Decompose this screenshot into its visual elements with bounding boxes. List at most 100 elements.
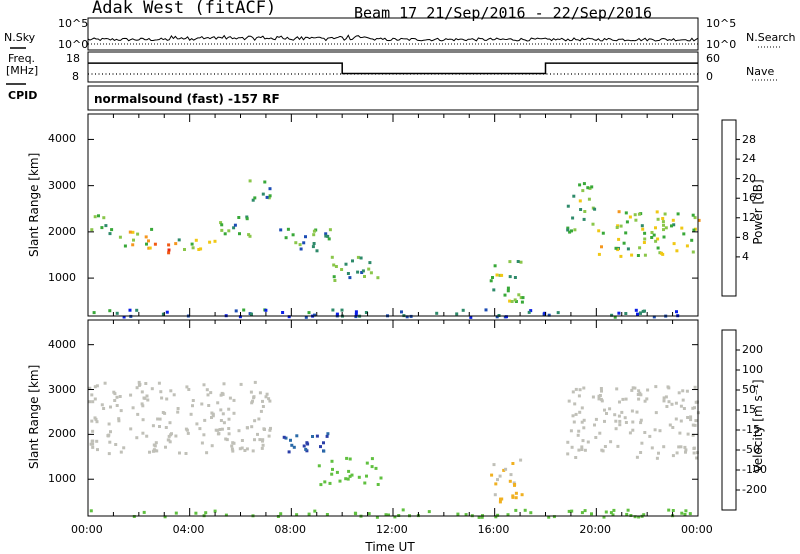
power-cell: [227, 229, 231, 233]
velocity-cell: [176, 407, 180, 410]
velocity-cell: [348, 457, 352, 461]
velocity-colorbar-label: 50: [742, 383, 756, 396]
velocity-cell: [168, 440, 172, 444]
power-cell: [573, 228, 577, 232]
velocity-cell: [580, 511, 584, 515]
power-cell: [516, 260, 520, 263]
velocity-cell: [174, 511, 178, 515]
velocity-cell: [302, 444, 306, 448]
velocity-cell: [630, 388, 634, 392]
velocity-cell: [250, 425, 254, 429]
velocity-cell: [670, 402, 674, 406]
power-cell: [284, 236, 288, 240]
velocity-cell: [141, 431, 145, 435]
power-cell: [590, 185, 594, 189]
power-cell: [633, 213, 637, 217]
velocity-cell: [219, 393, 223, 397]
velocity-cell: [325, 513, 329, 516]
velocity-cell: [243, 449, 247, 452]
velocity-cell: [328, 481, 332, 485]
velocity-cell: [224, 437, 228, 441]
velocity-cell: [614, 419, 618, 423]
velocity-cell: [222, 421, 226, 425]
power-cell: [294, 241, 298, 245]
power-cell: [131, 243, 135, 247]
power-cell: [131, 230, 135, 234]
velocity-cell: [689, 415, 693, 419]
velocity-cell: [262, 427, 266, 431]
velocity-cell: [210, 416, 213, 419]
velocity-cell: [681, 398, 685, 402]
power-cell: [690, 238, 694, 242]
nsky-trace: [87, 34, 699, 43]
velocity-cell: [624, 397, 628, 401]
power-cell: [566, 228, 570, 232]
velocity-cell: [671, 509, 675, 512]
power-cell: [312, 242, 316, 245]
velocity-cell: [112, 390, 116, 394]
velocity-cell: [642, 513, 646, 517]
velocity-cell: [640, 441, 644, 445]
power-cell: [613, 315, 617, 319]
power-ytick-label: 2000: [48, 224, 76, 238]
velocity-cell: [498, 474, 502, 478]
velocity-cell: [692, 451, 696, 455]
velocity-colorbar-label: -100: [742, 463, 767, 476]
velocity-cell: [509, 473, 513, 477]
power-cell: [650, 236, 654, 239]
velocity-cell: [335, 470, 339, 474]
velocity-cell: [145, 434, 149, 438]
power-cell: [660, 251, 663, 255]
velocity-cell: [643, 431, 647, 434]
power-cell: [663, 212, 667, 216]
velocity-cell: [240, 446, 244, 450]
velocity-cell: [203, 418, 207, 422]
power-cell: [671, 218, 675, 222]
velocity-cell: [109, 430, 112, 434]
power-cell: [508, 275, 512, 279]
velocity-cell: [582, 386, 586, 390]
velocity-cell: [648, 434, 652, 438]
velocity-cell: [354, 512, 358, 516]
power-cell: [570, 229, 573, 233]
velocity-cell: [295, 513, 299, 517]
power-cell: [232, 226, 236, 230]
velocity-cell: [148, 450, 151, 454]
velocity-cell: [630, 409, 634, 413]
velocity-ytick-label: 4000: [48, 337, 76, 351]
power-cell: [597, 229, 601, 233]
power-cell: [145, 242, 148, 246]
velocity-cell: [165, 397, 169, 401]
velocity-colorbar-label: -15: [742, 423, 760, 436]
velocity-cell: [93, 385, 97, 389]
power-cell: [287, 315, 291, 319]
velocity-cell: [583, 448, 587, 452]
velocity-cell: [603, 408, 606, 412]
power-cell: [503, 293, 507, 297]
power-cell: [514, 300, 518, 303]
velocity-cell: [511, 462, 515, 465]
power-cell: [233, 223, 237, 227]
velocity-cell: [580, 406, 584, 410]
power-cell: [675, 249, 679, 253]
velocity-cell: [529, 511, 533, 515]
power-colorbar-label: 20: [742, 171, 756, 185]
power-cell: [312, 233, 316, 237]
velocity-ytick-label: 1000: [48, 472, 76, 486]
velocity-cell: [89, 442, 93, 446]
power-cell: [566, 204, 570, 208]
power-cell: [616, 224, 620, 228]
power-cell: [650, 231, 654, 234]
nsky-tick-high: 10^5: [58, 17, 89, 30]
velocity-cell: [650, 446, 654, 450]
power-cell: [104, 224, 108, 228]
power-cell: [641, 309, 645, 313]
power-cell: [543, 311, 547, 315]
velocity-colorbar-label: -50: [742, 443, 760, 456]
velocity-cell: [178, 451, 181, 455]
velocity-colorbar-label: 15: [742, 403, 756, 416]
power-cell: [601, 231, 605, 235]
power-cell: [110, 228, 114, 232]
power-cell: [268, 194, 272, 198]
